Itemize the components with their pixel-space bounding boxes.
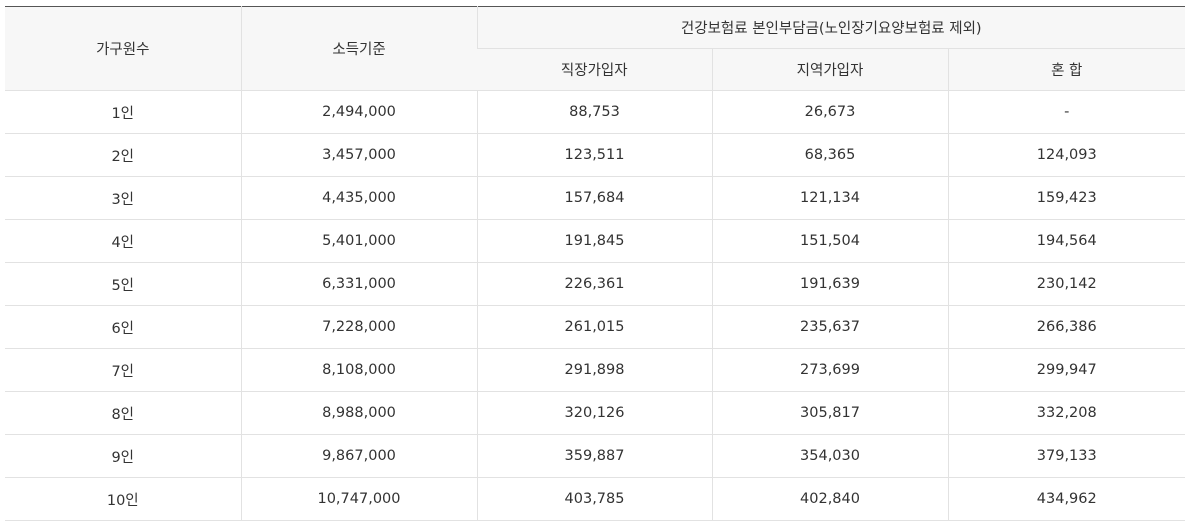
- cell-income: 5,401,000: [240, 219, 477, 263]
- cell-household: 6인: [5, 305, 241, 349]
- cell-income: 2,494,000: [240, 90, 477, 134]
- cell-employee: 320,126: [476, 391, 712, 435]
- table-body: 1인 2,494,000 88,753 26,673-2인 3,457,000 123,5…: [5, 90, 1185, 521]
- cell-mixed: 124,093: [947, 133, 1185, 177]
- header-premium-group: 건강보험료 본인부담금(노인장기요양보험료 제외): [476, 6, 1185, 49]
- cell-mixed: 434,962: [947, 477, 1185, 521]
- cell-income: 6,331,000: [240, 262, 477, 306]
- cell-employee: 123,511: [476, 133, 712, 177]
- cell-mixed: 159,423: [947, 176, 1185, 220]
- cell-mixed: 299,947: [947, 348, 1185, 392]
- cell-income: 7,228,000: [240, 305, 477, 349]
- table-row: 9인 9,867,000 359,887 354,030 379,133: [5, 434, 1185, 478]
- table-row: 4인 5,401,000 191,845 151,504 194,564: [5, 219, 1185, 263]
- cell-regional: 305,817: [711, 391, 948, 435]
- cell-regional: 26,673: [711, 90, 948, 134]
- cell-employee: 359,887: [476, 434, 712, 478]
- cell-household: 3인: [5, 176, 241, 220]
- table-row: 6인 7,228,000 261,015 235,637 266,386: [5, 305, 1185, 349]
- cell-mixed: 379,133: [947, 434, 1185, 478]
- cell-employee: 403,785: [476, 477, 712, 521]
- header-employee: 직장가입자: [477, 48, 712, 91]
- header-regional: 지역가입자: [711, 48, 948, 91]
- cell-household: 7인: [5, 348, 241, 392]
- cell-employee: 88,753: [476, 90, 712, 134]
- cell-household: 9인: [5, 434, 241, 478]
- table-header: 가구원수 소득기준 건강보험료 본인부담금(노인장기요양보험료 제외) 직장가입…: [5, 6, 1185, 91]
- cell-income: 8,108,000: [240, 348, 477, 392]
- cell-mixed: 332,208: [947, 391, 1185, 435]
- cell-income: 3,457,000: [240, 133, 477, 177]
- cell-regional: 354,030: [711, 434, 948, 478]
- cell-employee: 261,015: [476, 305, 712, 349]
- table-row: 5인 6,331,000 226,361 191,639 230,142: [5, 262, 1185, 306]
- cell-regional: 191,639: [711, 262, 948, 306]
- cell-mixed: 230,142: [947, 262, 1185, 306]
- cell-income: 8,988,000: [240, 391, 477, 435]
- cell-household: 10인: [5, 477, 241, 521]
- cell-employee: 191,845: [476, 219, 712, 263]
- cell-regional: 235,637: [711, 305, 948, 349]
- cell-regional: 121,134: [711, 176, 948, 220]
- cell-income: 10,747,000: [240, 477, 477, 521]
- header-row-sub: 직장가입자 지역가입자 혼 합: [5, 48, 1185, 91]
- cell-household: 5인: [5, 262, 241, 306]
- cell-household: 2인: [5, 133, 241, 177]
- cell-employee: 157,684: [476, 176, 712, 220]
- table-row: 7인 8,108,000 291,898 273,699 299,947: [5, 348, 1185, 392]
- cell-employee: 291,898: [476, 348, 712, 392]
- table-row: 3인 4,435,000 157,684 121,134 159,423: [5, 176, 1185, 220]
- premium-table-container: 가구원수 소득기준 건강보험료 본인부담금(노인장기요양보험료 제외) 직장가입…: [5, 6, 1185, 521]
- cell-income: 4,435,000: [240, 176, 477, 220]
- cell-regional: 402,840: [711, 477, 948, 521]
- cell-regional: 273,699: [711, 348, 948, 392]
- header-row-top: 가구원수 소득기준 건강보험료 본인부담금(노인장기요양보험료 제외): [5, 6, 1185, 91]
- cell-mixed: 194,564: [947, 219, 1185, 263]
- table-row: 1인 2,494,000 88,753 26,673-: [5, 90, 1185, 134]
- cell-household: 1인: [5, 90, 241, 134]
- header-income: 소득기준: [240, 6, 477, 91]
- cell-regional: 68,365: [711, 133, 948, 177]
- cell-employee: 226,361: [476, 262, 712, 306]
- table-row: 2인 3,457,000 123,511 68,365 124,093: [5, 133, 1185, 177]
- table-row: 8인 8,988,000 320,126 305,817 332,208: [5, 391, 1185, 435]
- header-mixed: 혼 합: [947, 48, 1185, 91]
- cell-household: 4인: [5, 219, 241, 263]
- cell-mixed: 266,386: [947, 305, 1185, 349]
- header-household: 가구원수: [5, 6, 241, 91]
- cell-income: 9,867,000: [240, 434, 477, 478]
- table-row: 10인 10,747,000 403,785 402,840 434,962: [5, 477, 1185, 521]
- premium-table: 가구원수 소득기준 건강보험료 본인부담금(노인장기요양보험료 제외) 직장가입…: [5, 6, 1185, 521]
- cell-mixed: -: [947, 90, 1185, 134]
- cell-regional: 151,504: [711, 219, 948, 263]
- cell-household: 8인: [5, 391, 241, 435]
